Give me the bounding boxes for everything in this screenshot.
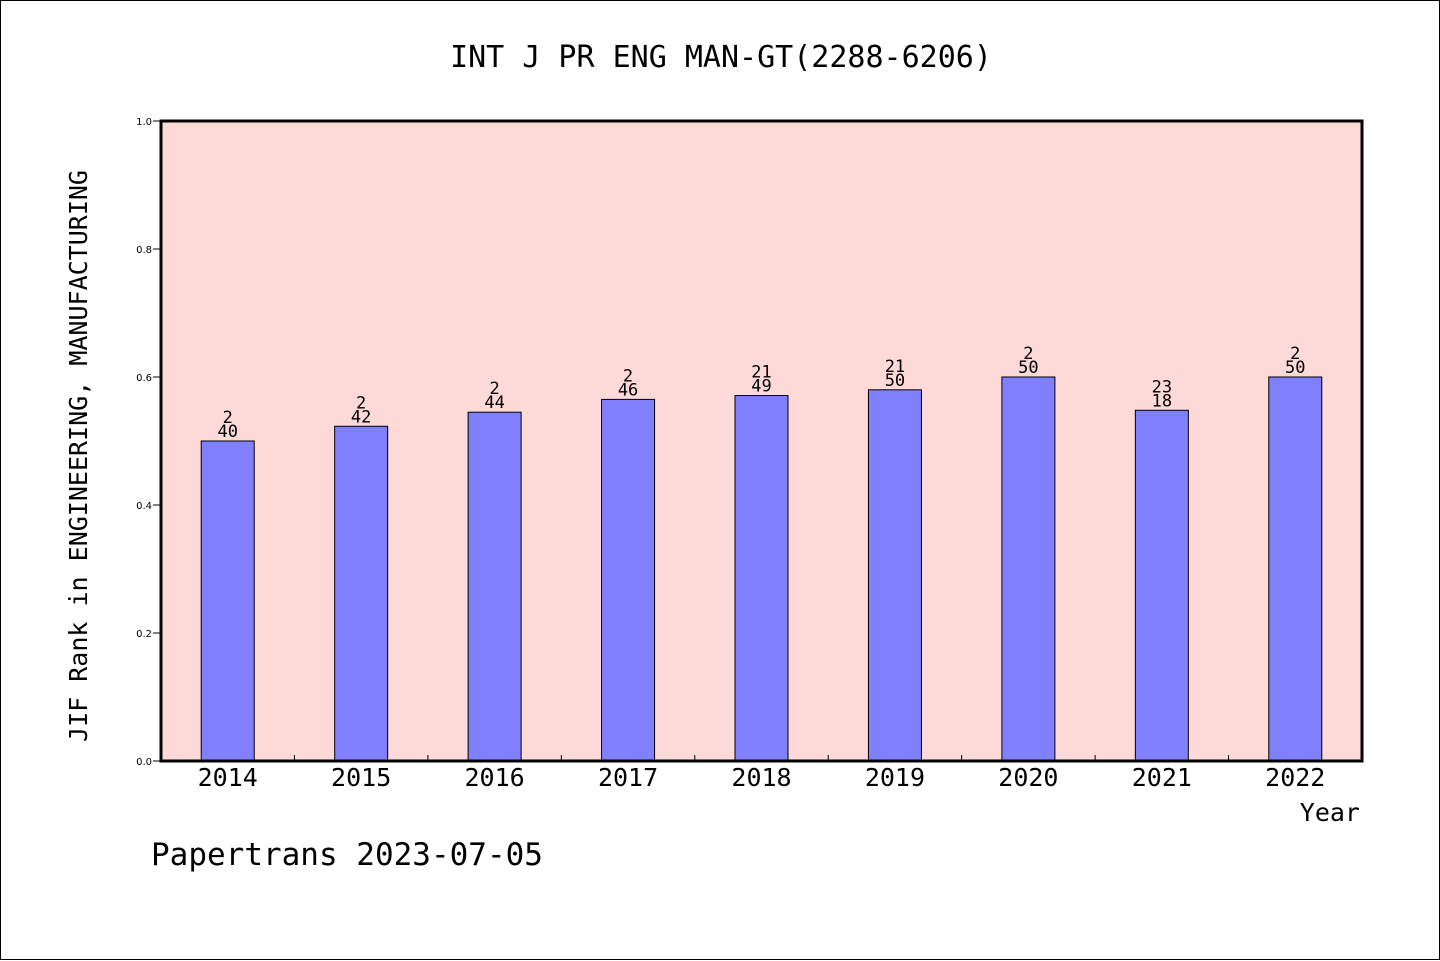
x-axis-label: Year [1300,798,1360,827]
bar-rank-label: 2 [1023,344,1033,364]
bar-total-label: 50 [1285,358,1305,378]
bar-total-label: 46 [618,380,638,400]
y-tick-label: 0.2 [136,629,152,640]
bar [1001,376,1056,762]
bar-rank-label: 23 [1152,377,1172,397]
y-tick-label: 0.4 [136,501,152,512]
x-tick-label: 2018 [731,763,791,792]
bar [467,411,522,762]
bar-rank-label: 2 [489,379,499,399]
bar-total-label: 49 [751,377,771,397]
bar-total-label: 50 [1018,358,1038,378]
y-tick-label: 0.8 [136,245,152,256]
y-axis-label: JIF Rank in ENGINEERING, MANUFACTURING [64,170,93,742]
bar-total-label: 44 [484,393,504,413]
x-tick-label: 2020 [998,763,1058,792]
x-tick-label: 2021 [1132,763,1192,792]
bar-rank-label: 2 [356,393,366,413]
x-tick-label: 2014 [198,763,258,792]
chart-title: INT J PR ENG MAN-GT(2288-6206) [450,40,992,75]
bar-rank-label: 21 [751,363,771,383]
x-tick-label: 2017 [598,763,658,792]
y-tick-label: 0.6 [136,373,152,384]
x-tick-label: 2022 [1265,763,1325,792]
x-tick-label: 2016 [465,763,525,792]
bar-rank-label: 21 [885,357,905,377]
bar-total-label: 18 [1152,391,1172,411]
y-tick-label: 0.0 [136,757,152,768]
bar-rank-label: 2 [623,366,633,386]
bar [1134,409,1189,762]
bar-rank-label: 2 [223,408,233,428]
bar-total-label: 40 [217,422,237,442]
y-axis: 0.0 0.2 0.4 0.6 0.8 1.0 [136,117,161,768]
footer-credit: Papertrans 2023-07-05 [151,837,543,873]
x-tick-label: 2015 [331,763,391,792]
bar [601,398,656,762]
y-tick-label: 1.0 [136,117,152,128]
bar-total-label: 42 [351,407,371,427]
plot-border [159,119,1364,763]
bar [200,440,255,762]
bars-group [200,376,1323,762]
x-tick-label: 2019 [865,763,925,792]
bar [334,425,389,762]
bar [734,395,789,762]
bar [1268,376,1323,762]
x-axis: 2014 2015 2016 2017 2018 2019 2020 2021 2022 [198,755,1325,792]
bar-rank-label: 2 [1290,344,1300,364]
bar [867,389,922,762]
bar-total-label: 50 [885,371,905,391]
